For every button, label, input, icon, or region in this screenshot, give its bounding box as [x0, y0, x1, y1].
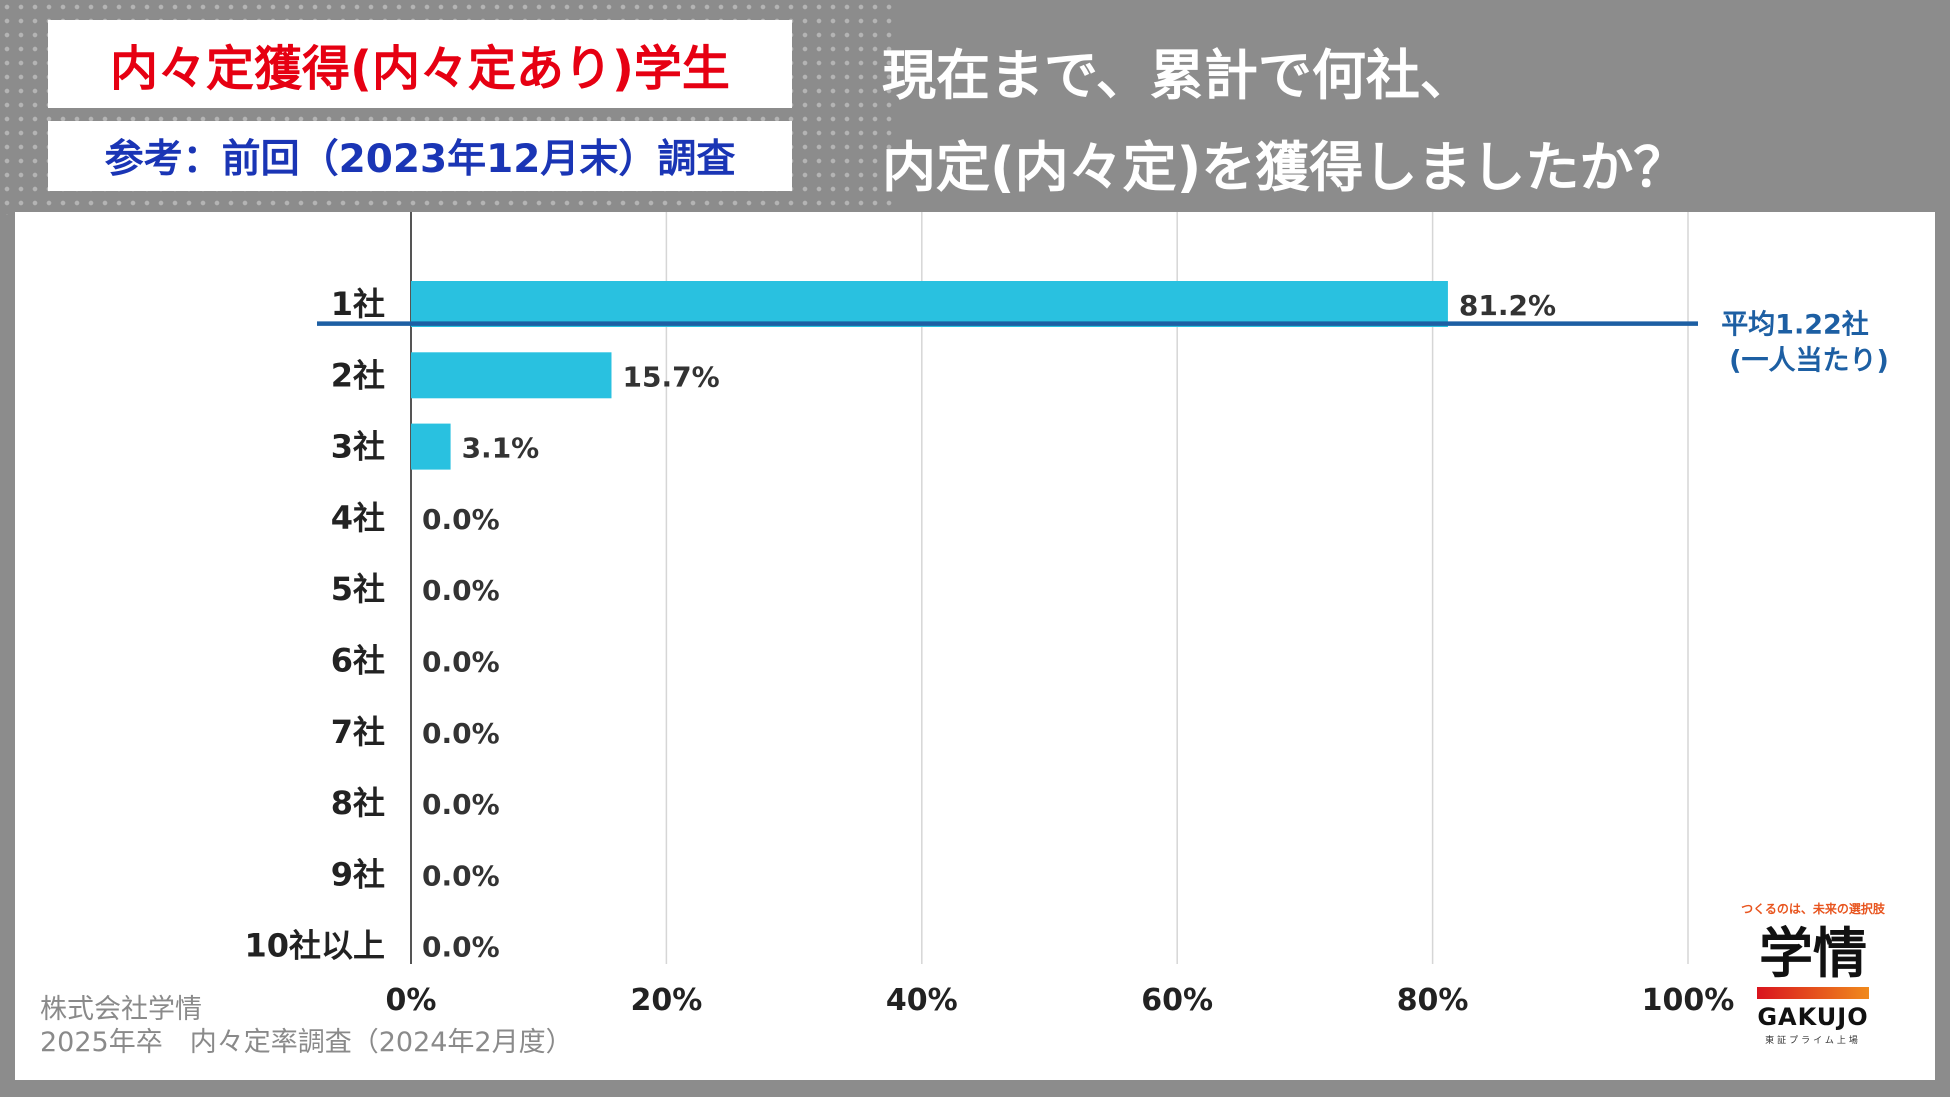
x-tick-label: 80% — [1397, 983, 1469, 1018]
x-tick-label: 0% — [386, 983, 437, 1018]
gakujo-logo: つくるのは、未来の選択肢 学情 GAKUJO 東証プライム上場 — [1728, 900, 1898, 1046]
category-label: 4社 — [331, 499, 385, 537]
footer-survey: 2025年卒 内々定率調査（2024年2月度） — [40, 1027, 573, 1058]
footer-company: 株式会社学情 — [40, 994, 202, 1025]
value-label: 0.0% — [422, 503, 500, 536]
value-label: 0.0% — [422, 859, 500, 892]
value-label: 0.0% — [422, 931, 500, 964]
value-label: 0.0% — [422, 646, 500, 679]
category-label: 5社 — [331, 570, 385, 608]
value-label: 15.7% — [622, 360, 719, 393]
segment-title-tag: 内々定獲得(内々定あり)学生 — [48, 20, 792, 108]
footer-source: 株式会社学情 2025年卒 内々定率調査（2024年2月度） — [40, 993, 573, 1059]
x-tick-label: 60% — [1141, 983, 1213, 1018]
value-label: 81.2% — [1459, 289, 1556, 322]
x-tick-label: 20% — [630, 983, 702, 1018]
question-line-1: 現在まで、累計で何社、 — [882, 44, 1474, 107]
value-label: 0.0% — [422, 717, 500, 750]
average-label: 平均1.22社 — [1721, 309, 1869, 341]
category-label: 3社 — [331, 428, 385, 466]
logo-listing: 東証プライム上場 — [1765, 1036, 1861, 1046]
bar — [411, 352, 612, 399]
question-title: 現在まで、累計で何社、 内定(内々定)を獲得しましたか？ — [882, 30, 1922, 214]
category-label: 2社 — [331, 356, 385, 394]
category-label: 1社 — [331, 285, 385, 323]
logo-wordmark: GAKUJO — [1757, 1003, 1869, 1031]
x-tick-label: 40% — [886, 983, 958, 1018]
category-label: 10社以上 — [244, 927, 385, 965]
value-label: 0.0% — [422, 788, 500, 821]
category-label: 7社 — [331, 713, 385, 751]
bar — [411, 281, 1448, 327]
x-tick-label: 100% — [1642, 983, 1735, 1018]
category-label: 8社 — [331, 784, 385, 822]
average-sublabel: (一人当たり) — [1729, 346, 1889, 377]
category-label: 6社 — [331, 642, 385, 680]
value-label: 0.0% — [422, 574, 500, 607]
bar — [411, 423, 451, 470]
chart-panel: 0% 20% 40% 60% 80% 100% 1社 81.2% 2社 15.7% 3社 3.1% 4社… — [15, 212, 1935, 1080]
logo-tagline: つくるのは、未来の選択肢 — [1741, 902, 1885, 916]
bar-chart: 0% 20% 40% 60% 80% 100% 1社 81.2% 2社 15.7% 3社 3.1% 4社… — [244, 212, 1889, 1018]
reference-survey-tag: 参考：前回（2023年12月末）調査 — [48, 121, 792, 191]
category-label: 9社 — [331, 855, 385, 893]
value-label: 3.1% — [462, 432, 540, 465]
logo-color-bar — [1757, 987, 1869, 999]
logo-mark: 学情 — [1759, 922, 1867, 985]
question-line-2: 内定(内々定)を獲得しましたか？ — [882, 136, 1688, 199]
